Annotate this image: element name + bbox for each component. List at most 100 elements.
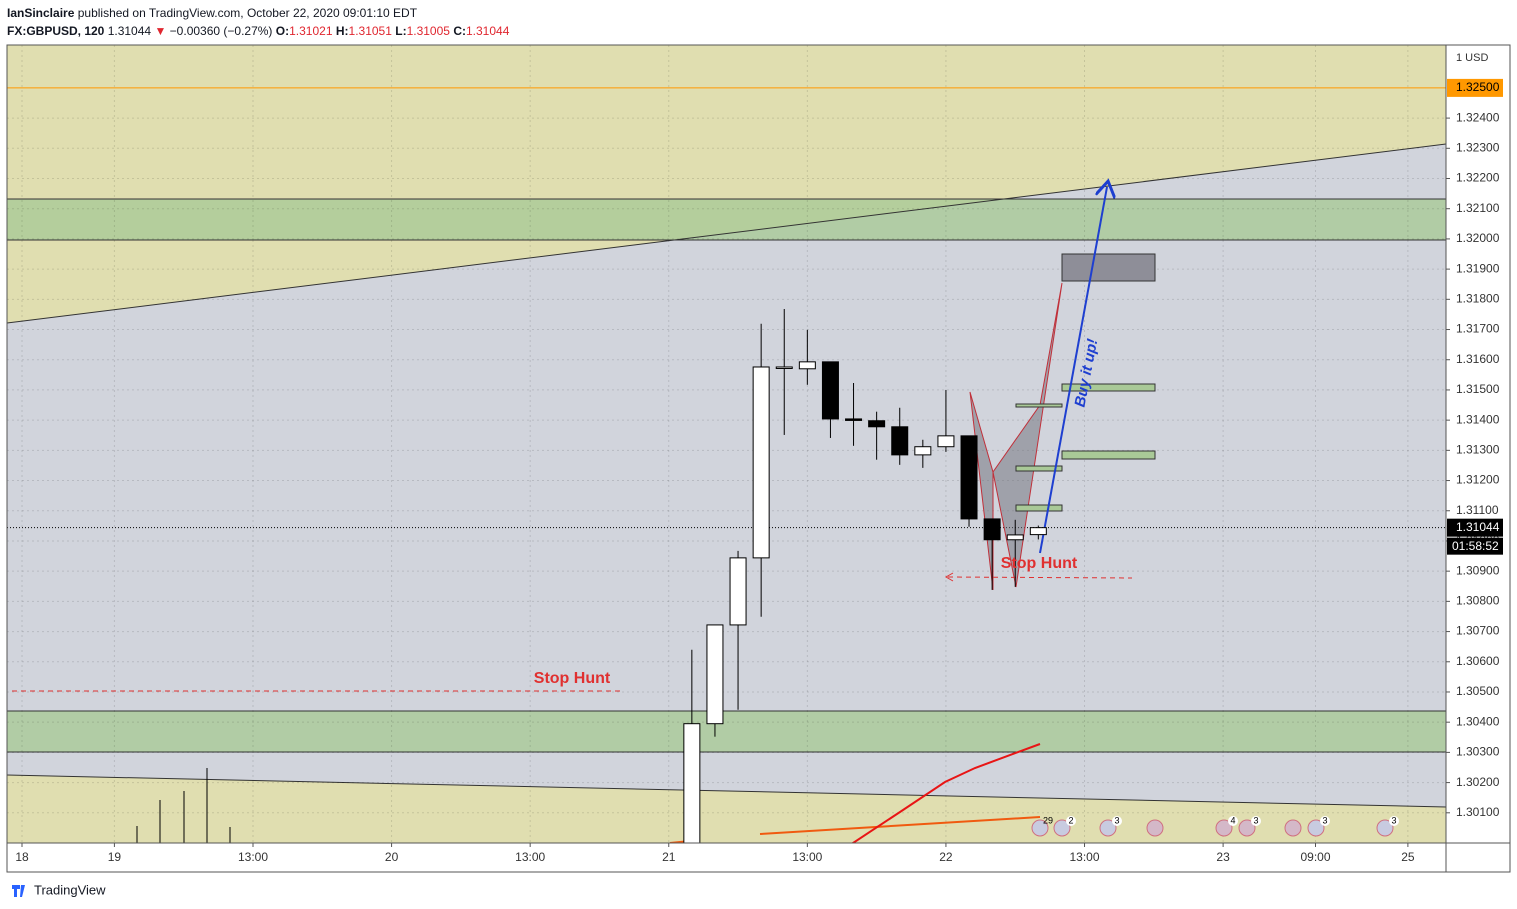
y-tick-label: 1.30800: [1456, 594, 1500, 608]
grid: [7, 45, 1446, 843]
level-box: [1061, 383, 1156, 392]
y-tick-label: 1.31400: [1456, 412, 1500, 426]
y-tick-label: 1.31800: [1456, 291, 1500, 305]
event-count: 3: [1253, 815, 1258, 825]
upper-zone: [7, 45, 1446, 323]
candle-body: [891, 426, 909, 456]
y-tick-label: 1.30900: [1456, 563, 1500, 577]
header: IanSinclaire published on TradingView.co…: [7, 4, 509, 40]
y-tick-label: 1.32400: [1456, 110, 1500, 124]
y-tick-label: 1.30200: [1456, 775, 1500, 789]
event-count: 3: [1114, 815, 1119, 825]
events: 29 2 3 4 3 3 3: [1031, 815, 1399, 837]
event-icon: [1099, 819, 1117, 837]
x-tick-label: 13:00: [515, 850, 545, 864]
candle-body: [798, 361, 816, 370]
countdown-tag: [1447, 537, 1503, 555]
badge: [1066, 816, 1076, 826]
badge: [1320, 816, 1330, 826]
footer: TradingView: [34, 882, 106, 897]
y-tick-label: 1.31100: [1456, 503, 1499, 517]
symbol-line: FX:GBPUSD, 120 1.31044 ▼ −0.00360 (−0.27…: [7, 22, 509, 40]
pattern: [992, 282, 1063, 588]
event-icon: [1238, 819, 1256, 837]
event-count: 3: [1391, 815, 1396, 825]
event-icon: [1215, 819, 1233, 837]
x-tick-label: 19: [108, 850, 122, 864]
candle-body: [960, 435, 978, 520]
published: published on TradingView.com, October 22…: [77, 6, 418, 20]
event-count: 29: [1043, 815, 1053, 825]
badge: [1228, 816, 1238, 826]
indicator-line: [759, 816, 1041, 835]
last: 1.31044: [107, 24, 152, 38]
y-tick-label: 1.30100: [1456, 805, 1500, 819]
x-tick-label: 22: [939, 850, 953, 864]
lower-zone: [7, 775, 1446, 843]
price-tag-label: 1.32500: [1456, 80, 1500, 94]
symbol: FX:GBPUSD, 120: [7, 24, 105, 38]
buy-arrow: [1039, 187, 1107, 554]
x-tick-label: 25: [1401, 850, 1415, 864]
x-tick-label: 23: [1216, 850, 1230, 864]
candle-body: [729, 557, 747, 626]
event-icon: [1146, 819, 1164, 837]
y-tick-label: 1.30300: [1456, 745, 1500, 759]
event-count: 4: [1230, 815, 1235, 825]
annotation: Stop Hunt: [1001, 555, 1078, 572]
y-tick-label: 1.31200: [1456, 473, 1500, 487]
badge: [1251, 816, 1261, 826]
candle-body: [868, 420, 886, 428]
level-box: [1015, 403, 1063, 408]
trend-line: [7, 143, 1446, 324]
y-tick-label: 1.32000: [1456, 231, 1500, 245]
price-tag-label: 1.31044: [1456, 520, 1500, 534]
support-band: [7, 710, 1446, 753]
level-box: [1015, 504, 1063, 512]
x-tick-label: 09:00: [1300, 850, 1330, 864]
y-tick-label: 1.30500: [1456, 684, 1500, 698]
stop-arrow: [944, 572, 954, 582]
candle-body: [706, 624, 724, 725]
countdown: 01:58:52: [1452, 539, 1499, 553]
l: 1.31005: [406, 24, 450, 38]
l-label: L:: [395, 24, 407, 38]
price-tag: [1447, 78, 1503, 97]
event-icon: [1376, 819, 1394, 837]
x-tick-label: 21: [662, 850, 676, 864]
logo: [12, 885, 25, 897]
h: 1.31051: [348, 24, 392, 38]
candles: [683, 308, 1047, 843]
annotation: Stop Hunt: [534, 670, 611, 687]
frame: [6, 44, 1511, 873]
level-box: [1061, 450, 1156, 460]
x-tick-label: 13:00: [792, 850, 822, 864]
y-tick-label: 1.31700: [1456, 322, 1500, 336]
y-tick-label: 1.31500: [1456, 382, 1500, 396]
candle-body: [937, 435, 955, 448]
level-box: [1015, 465, 1063, 472]
event-icon: [1053, 819, 1071, 837]
o: 1.31021: [289, 24, 333, 38]
candle-body: [821, 361, 839, 420]
price-tag: [1447, 518, 1503, 537]
candle-body: [752, 366, 770, 559]
target-box: [1061, 253, 1156, 282]
candle-body: [1029, 527, 1047, 536]
axes: 1.30100 1.30200 1.30300 1.30400 1.30500 1.306…: [15, 78, 1503, 864]
change: −0.00360 (−0.27%): [169, 24, 273, 38]
publish-line: IanSinclaire published on TradingView.co…: [7, 4, 509, 22]
x-tick-label: 20: [385, 850, 399, 864]
event-count: 3: [1322, 815, 1327, 825]
indicator-line: [851, 743, 1041, 843]
y-tick-label: 1.31900: [1456, 261, 1500, 275]
x-tick-label: 13:00: [238, 850, 268, 864]
author: IanSinclaire: [7, 6, 75, 20]
y-tick-label: 1.30400: [1456, 714, 1500, 728]
o-label: O:: [275, 24, 290, 38]
event-icon: [1031, 819, 1049, 837]
stop-line: [947, 576, 1133, 579]
candle-body: [683, 723, 701, 843]
